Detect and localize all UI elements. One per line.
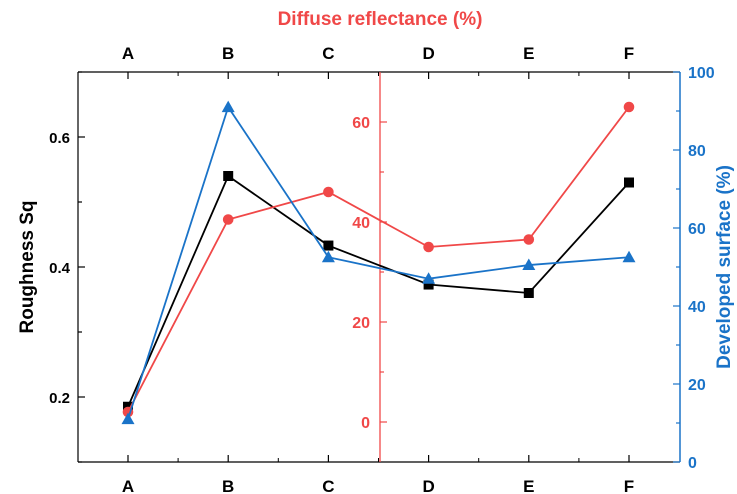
left-tick-label: 0.4 xyxy=(49,260,71,277)
plot-frame xyxy=(77,71,681,463)
x-tick-label-bottom: B xyxy=(222,477,234,494)
series-left-line xyxy=(127,174,630,408)
series-right-point xyxy=(422,272,436,284)
axis-ticks: A A B B C C D D E E F F 0.2 0.4 0.6 0 20 40 60 0 20 40 60 80 100 xyxy=(49,44,715,494)
series-left-point xyxy=(423,279,434,290)
left-tick-label: 0.6 xyxy=(49,130,70,147)
right-tick-label: 80 xyxy=(688,143,706,160)
left-tick-label: 0.2 xyxy=(49,390,70,407)
x-tick-label-bottom: F xyxy=(624,477,634,494)
right-tick-label: 100 xyxy=(688,65,715,82)
series-middle-line xyxy=(127,106,630,413)
x-tick-label-top: A xyxy=(122,44,134,63)
series-left-point xyxy=(223,171,234,181)
series-middle-point xyxy=(323,186,334,198)
top-axis-title: Diffuse reflectance (%) xyxy=(278,9,483,30)
middle-tick-label: 60 xyxy=(352,115,370,132)
x-tick-label-top: D xyxy=(422,44,434,63)
series-right-point xyxy=(121,412,135,425)
series-right-point xyxy=(522,258,536,271)
x-tick-label-top: E xyxy=(523,44,534,63)
middle-tick-label: 40 xyxy=(352,215,370,232)
series-middle-point xyxy=(423,241,434,253)
middle-tick-label: 20 xyxy=(352,315,370,332)
series-middle-point xyxy=(222,214,234,225)
x-tick-label-top: F xyxy=(624,44,634,63)
middle-tick-label: 0 xyxy=(361,415,370,432)
series-right-point xyxy=(221,100,235,113)
right-tick-label: 40 xyxy=(688,299,706,316)
x-tick-label-bottom: D xyxy=(422,477,434,494)
right-tick-label: 60 xyxy=(688,221,706,238)
x-tick-label-bottom: C xyxy=(322,477,334,494)
series-left-point xyxy=(323,240,334,251)
series-layer xyxy=(121,100,636,425)
series-right-point xyxy=(622,250,636,263)
right-tick-label: 0 xyxy=(688,455,697,472)
series-right-line xyxy=(127,105,630,420)
x-tick-label-top: B xyxy=(222,44,234,63)
left-axis-label: Roughness Sq xyxy=(17,200,38,333)
series-middle-point xyxy=(623,101,635,113)
series-middle-point xyxy=(523,234,535,245)
right-tick-label: 20 xyxy=(688,377,706,394)
right-axis-label: Developed surface (%) xyxy=(714,165,735,369)
series-left-point xyxy=(523,288,534,298)
x-tick-label-bottom: E xyxy=(523,477,534,494)
x-tick-label-bottom: A xyxy=(122,477,134,494)
series-right-point xyxy=(321,250,335,263)
series-left-point xyxy=(624,177,634,188)
x-tick-label-top: C xyxy=(322,44,334,63)
